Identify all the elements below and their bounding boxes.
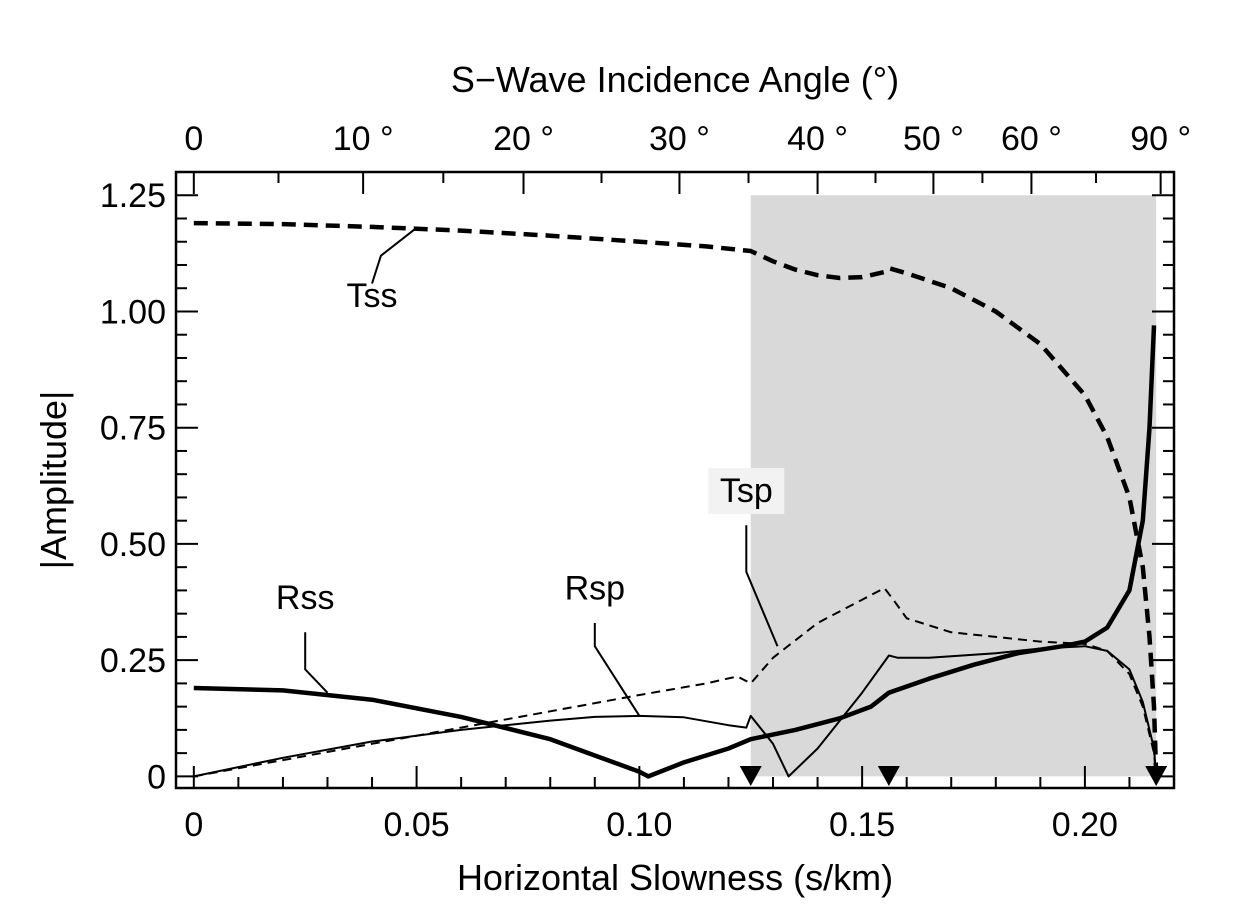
- y-tick-label: 0.50: [100, 526, 166, 564]
- top-tick-label: 60 °: [1001, 120, 1062, 158]
- y-tick-label: 1.25: [100, 177, 166, 215]
- series-tss-line: [193, 220, 1159, 777]
- leader-rss: [304, 632, 329, 694]
- shaded-region-layer: [750, 195, 1157, 777]
- top-tick-label: 30 °: [649, 120, 710, 158]
- label-tss: Tss: [347, 277, 398, 315]
- top-tick-label: 90 °: [1130, 120, 1191, 158]
- x-tick-label: 0.20: [1052, 806, 1118, 844]
- series-rss-line: [193, 325, 1157, 779]
- x-tick-label: 0: [184, 806, 203, 844]
- top-tick-label: 10 °: [333, 120, 394, 158]
- ticks-layer: [176, 172, 1174, 788]
- y-tick-label: 0.75: [100, 410, 166, 448]
- leader-tss: [371, 227, 418, 284]
- critical-marker-2: [877, 766, 900, 786]
- top-tick-label: 20 °: [493, 120, 554, 158]
- curve-labels-layer: Tss Rss Rsp Tsp: [276, 277, 785, 617]
- leader-rsp: [593, 623, 641, 717]
- critical-marker-1: [739, 766, 762, 786]
- leaders-layer: [304, 227, 779, 717]
- top-tick-label: 0: [184, 120, 203, 158]
- label-rss: Rss: [276, 579, 335, 617]
- x-tick-label: 0.05: [383, 806, 449, 844]
- top-axis-title: S−Wave Incidence Angle (°): [451, 59, 899, 100]
- y-tick-label: 0.25: [100, 642, 166, 680]
- curves-layer: [193, 220, 1159, 779]
- x-tick-label: 0.10: [606, 806, 672, 844]
- x-axis-title: Horizontal Slowness (s/km): [457, 857, 893, 898]
- tick-labels-layer: 0 0.05 0.10 0.15 0.20 0 0.25 0.50 0.75 1.00 1.25 0 1…: [100, 120, 1191, 844]
- label-tsp: Tsp: [720, 472, 773, 510]
- y-axis-title: |Amplitude|: [33, 391, 74, 570]
- series-tsp-line: [193, 645, 1158, 778]
- label-rsp: Rsp: [565, 570, 625, 608]
- x-tick-label: 0.15: [829, 806, 895, 844]
- plot-frame: [174, 170, 1176, 790]
- top-tick-label: 40 °: [787, 120, 848, 158]
- shaded-region: [750, 195, 1157, 777]
- label-bg-tsp: [708, 468, 785, 515]
- leader-tsp: [745, 525, 779, 647]
- top-tick-label: 50 °: [903, 120, 964, 158]
- y-tick-label: 1.00: [100, 293, 166, 331]
- y-tick-label: 0: [147, 758, 166, 796]
